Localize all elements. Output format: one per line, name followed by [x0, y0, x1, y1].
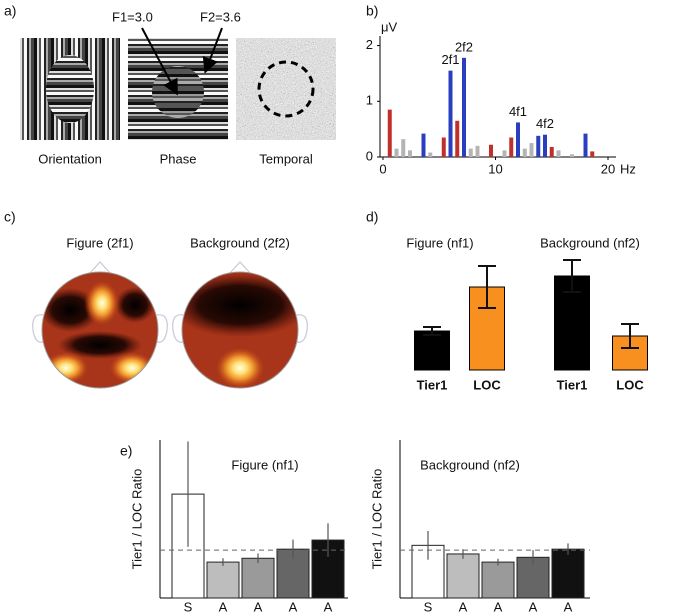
chart-title: Background (nf2)	[420, 457, 520, 472]
chart-title: Figure (nf1)	[406, 235, 473, 250]
annotation: 2f2	[455, 39, 473, 54]
annotation: F2=3.6	[200, 9, 241, 24]
panel-label: e)	[120, 443, 132, 459]
panel-label: b)	[366, 3, 378, 19]
bar	[551, 548, 585, 599]
y-axis-label: Tier1 / LOC Ratio	[369, 469, 384, 570]
x-tick-label: A	[459, 599, 468, 614]
annotation: 4f2	[536, 116, 554, 131]
arrow	[202, 27, 223, 74]
x-tick-label: LOC	[616, 377, 644, 392]
bar	[481, 561, 515, 599]
x-tick-label: S	[184, 599, 193, 614]
x-tick-label: A	[289, 599, 298, 614]
bar	[529, 143, 534, 157]
x-tick-label: A	[324, 599, 333, 614]
bar	[401, 139, 406, 157]
x-axis-label: Hz	[620, 161, 636, 176]
head-outline	[32, 261, 308, 343]
bar	[206, 561, 240, 599]
panel-label: c)	[4, 209, 16, 225]
bar	[502, 150, 507, 157]
annotation: 2f1	[441, 52, 459, 67]
map-title: Background (2f2)	[190, 235, 290, 250]
topographic-map	[42, 272, 158, 388]
bar	[462, 57, 466, 158]
temporal-stimulus	[236, 38, 336, 140]
bar	[590, 151, 595, 157]
x-tick-label: S	[424, 599, 433, 614]
bar	[394, 148, 399, 157]
bar	[583, 133, 588, 157]
bar	[543, 134, 547, 157]
x-tick-label: 10	[488, 161, 502, 176]
x-tick-label: A	[529, 599, 538, 614]
x-tick-label: A	[254, 599, 263, 614]
bar	[570, 154, 574, 157]
caption: Temporal	[259, 151, 313, 166]
bar	[446, 553, 480, 599]
x-tick-label: Tier1	[417, 377, 448, 392]
bar	[509, 137, 514, 157]
bar	[516, 122, 520, 157]
x-tick-label: 20	[601, 161, 615, 176]
head-outline	[181, 271, 299, 389]
panel-label: d)	[366, 209, 378, 225]
chart-title: Figure (nf1)	[231, 457, 298, 472]
bar	[455, 120, 460, 157]
caption: Orientation	[38, 151, 102, 166]
y-tick-label: 1	[366, 93, 373, 108]
bar	[475, 145, 480, 157]
bar	[489, 144, 493, 157]
annotation: F1=3.0	[112, 9, 153, 24]
x-tick-label: LOC	[473, 377, 501, 392]
bar	[448, 70, 453, 157]
figure-outline	[257, 60, 315, 118]
bar	[421, 133, 426, 157]
x-tick-label: A	[564, 599, 573, 614]
figure-region	[152, 66, 204, 118]
x-tick-label: Tier1	[557, 377, 588, 392]
y-axis-label: Tier1 / LOC Ratio	[129, 469, 144, 570]
panel-label: a)	[4, 3, 16, 19]
bar	[536, 135, 541, 157]
x-tick-label: A	[494, 599, 503, 614]
caption: Phase	[160, 151, 197, 166]
bar	[549, 146, 554, 157]
bar	[387, 109, 392, 157]
bar	[441, 137, 446, 157]
map-title: Figure (2f1)	[66, 235, 133, 250]
y-tick-label: 0	[366, 148, 373, 163]
bar	[522, 148, 527, 157]
bar	[428, 152, 433, 157]
bar	[468, 148, 473, 157]
x-tick-label: 0	[379, 161, 386, 176]
y-axis-label: μV	[381, 19, 397, 34]
chart-title: Background (nf2)	[540, 235, 640, 250]
arrow	[141, 27, 178, 96]
bar	[556, 150, 561, 157]
figure-region	[46, 55, 94, 123]
bar	[414, 330, 450, 371]
topographic-map	[182, 272, 298, 388]
bar	[408, 150, 412, 157]
y-tick-label: 2	[366, 37, 373, 52]
annotation: 4f1	[509, 104, 527, 119]
head-outline	[41, 271, 159, 389]
x-tick-label: A	[219, 599, 228, 614]
bar	[241, 557, 275, 599]
